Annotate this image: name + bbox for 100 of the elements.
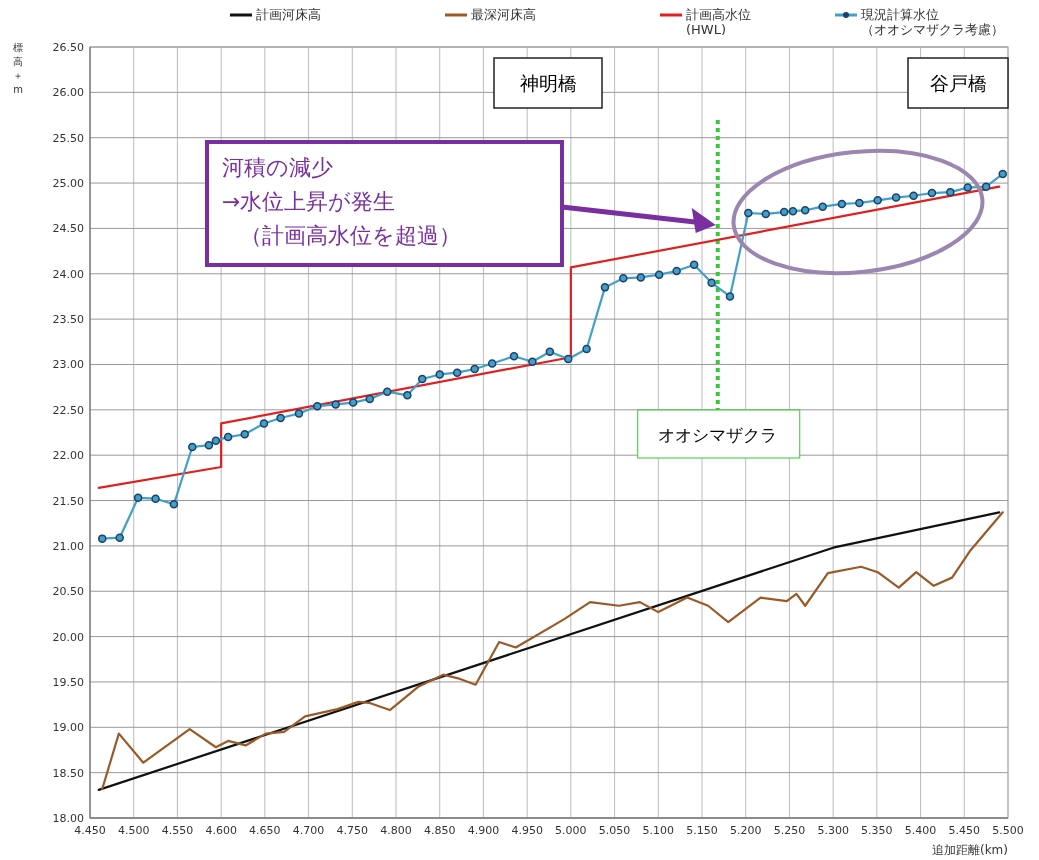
y-tick-label: 25.50 bbox=[52, 131, 84, 145]
point bbox=[891, 193, 901, 202]
point bbox=[800, 206, 810, 215]
point bbox=[259, 419, 269, 428]
point bbox=[818, 202, 827, 211]
y-tick-label: 19.00 bbox=[52, 721, 84, 735]
annotation: 河積の減少→水位上昇が発生（計画高水位を超過） bbox=[222, 155, 461, 248]
point bbox=[313, 401, 322, 411]
x-tick-label: 5.150 bbox=[686, 824, 718, 837]
point bbox=[672, 266, 681, 276]
y-tick-label: 23.50 bbox=[52, 313, 84, 327]
x-tick-label: 4.800 bbox=[380, 824, 412, 837]
point bbox=[788, 206, 798, 216]
x-tick-label: 5.050 bbox=[598, 824, 631, 837]
legend-label: 最深河床高 bbox=[471, 7, 536, 22]
x-tick-label: 5.450 bbox=[948, 824, 981, 837]
point bbox=[403, 391, 412, 400]
x-tick-label: 4.750 bbox=[336, 824, 369, 837]
point bbox=[348, 398, 358, 407]
y-axis-title: 標高＋m bbox=[13, 42, 23, 95]
y-tick-label: 21.00 bbox=[52, 539, 84, 553]
x-tick-label: 5.200 bbox=[729, 824, 762, 837]
x-tick-label: 5.500 bbox=[992, 824, 1024, 837]
point bbox=[294, 409, 304, 418]
point bbox=[383, 387, 392, 396]
y-tick-label: 18.00 bbox=[52, 812, 84, 825]
point bbox=[998, 169, 1007, 179]
point bbox=[223, 432, 233, 442]
y-tick-label: 21.50 bbox=[52, 494, 84, 508]
point bbox=[855, 198, 864, 208]
legend-label: 計画河床高 bbox=[256, 7, 321, 22]
point bbox=[452, 368, 462, 377]
x-tick-label: 5.300 bbox=[817, 824, 849, 837]
point bbox=[654, 270, 664, 279]
point bbox=[487, 359, 497, 368]
y-tick-label: 26.50 bbox=[52, 41, 84, 54]
y-tick-label: 19.50 bbox=[52, 675, 84, 689]
point bbox=[528, 357, 537, 366]
legend-label: 計画高水位(HWL) bbox=[686, 7, 751, 37]
y-tick-label: 24.50 bbox=[52, 222, 84, 236]
annotation: 谷戸橋 bbox=[929, 72, 987, 94]
x-tick-label: 4.700 bbox=[292, 824, 325, 837]
annotation: 神明橋 bbox=[519, 72, 577, 94]
point bbox=[582, 344, 591, 354]
x-axis-title: 追加距離(km) bbox=[931, 843, 1008, 857]
point bbox=[115, 533, 124, 542]
point bbox=[435, 370, 444, 379]
point bbox=[946, 187, 955, 197]
point bbox=[169, 499, 179, 509]
point bbox=[470, 364, 479, 374]
point bbox=[331, 400, 340, 409]
legend-label: 現況計算水位（オオシマザクラ考慮） bbox=[861, 7, 1004, 37]
y-tick-label: 25.00 bbox=[52, 177, 84, 191]
point bbox=[188, 442, 197, 452]
point bbox=[927, 188, 937, 198]
y-tick-label: 18.50 bbox=[52, 766, 84, 780]
x-tick-label: 4.500 bbox=[117, 824, 150, 837]
point bbox=[689, 260, 699, 269]
point bbox=[545, 347, 555, 357]
x-tick-label: 5.100 bbox=[642, 824, 675, 837]
y-tick-label: 22.50 bbox=[52, 403, 84, 417]
point bbox=[744, 208, 753, 218]
point bbox=[873, 196, 882, 205]
point bbox=[365, 394, 375, 404]
point bbox=[600, 283, 610, 292]
point bbox=[779, 207, 789, 217]
point bbox=[276, 413, 285, 423]
y-tick-label: 23.00 bbox=[52, 358, 84, 372]
y-tick-label: 20.50 bbox=[52, 585, 84, 599]
ref-line-label: オオシマザクラ bbox=[658, 425, 778, 445]
point bbox=[837, 199, 847, 209]
point bbox=[211, 436, 221, 445]
line-series bbox=[97, 185, 1001, 489]
point bbox=[909, 191, 918, 201]
point bbox=[619, 274, 628, 283]
x-tick-label: 4.950 bbox=[511, 824, 543, 837]
x-tick-label: 5.350 bbox=[861, 824, 893, 837]
x-tick-label: 4.600 bbox=[205, 824, 237, 837]
point bbox=[563, 354, 573, 364]
point bbox=[417, 374, 427, 384]
point bbox=[509, 352, 519, 361]
x-tick-label: 4.550 bbox=[161, 824, 194, 837]
y-tick-label: 26.00 bbox=[52, 86, 84, 100]
point bbox=[97, 534, 107, 543]
point bbox=[636, 273, 646, 282]
x-tick-label: 5.000 bbox=[555, 824, 587, 837]
x-tick-label: 4.650 bbox=[249, 824, 281, 837]
point bbox=[133, 493, 143, 503]
point bbox=[725, 292, 735, 301]
point bbox=[963, 183, 973, 192]
x-tick-label: 5.400 bbox=[904, 824, 937, 837]
y-tick-label: 20.00 bbox=[52, 630, 84, 644]
x-tick-label: 4.900 bbox=[467, 824, 500, 837]
point bbox=[707, 278, 716, 288]
point bbox=[240, 430, 249, 439]
y-tick-label: 24.00 bbox=[52, 267, 84, 281]
point bbox=[761, 209, 771, 219]
point bbox=[204, 440, 214, 450]
y-tick-label: 22.00 bbox=[52, 449, 84, 463]
x-tick-label: 4.450 bbox=[74, 824, 106, 837]
